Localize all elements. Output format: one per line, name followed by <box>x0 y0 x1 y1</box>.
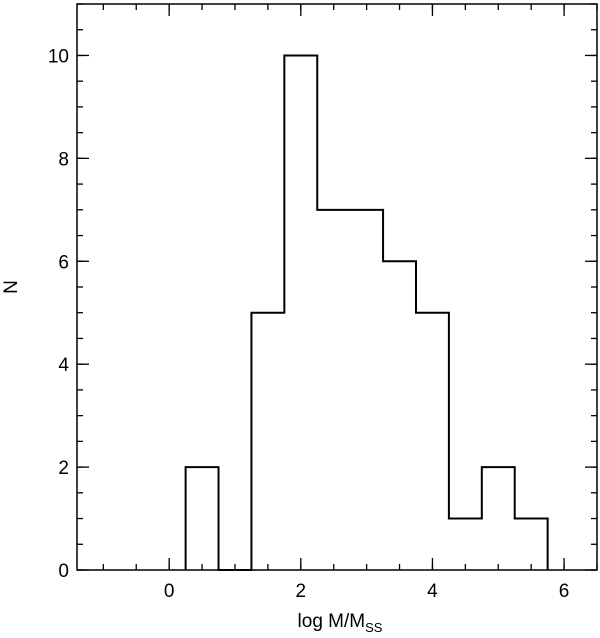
tick-labels: 0 2 4 6 0 2 4 6 8 10 <box>48 46 570 602</box>
x-axis-label: log M/MSS <box>298 611 383 635</box>
y-tick-label: 6 <box>58 252 69 273</box>
x-tick-label: 6 <box>559 581 570 602</box>
x-axis-label-main: log M/M <box>298 611 366 632</box>
y-tick-label: 10 <box>48 46 69 67</box>
x-axis-label-subscript: SS <box>365 620 383 635</box>
x-tick-label: 4 <box>427 581 438 602</box>
plot-frame <box>76 3 598 571</box>
y-tick-label: 2 <box>58 458 69 479</box>
y-axis-label: N <box>1 280 22 294</box>
y-tick-label: 4 <box>58 355 69 376</box>
histogram-step-line <box>184 54 549 571</box>
x-tick-label: 0 <box>164 581 175 602</box>
x-tick-label: 2 <box>296 581 307 602</box>
major-ticks <box>77 4 597 571</box>
y-tick-label: 8 <box>58 149 69 170</box>
y-tick-label: 0 <box>58 561 69 582</box>
minor-ticks <box>77 3 598 571</box>
